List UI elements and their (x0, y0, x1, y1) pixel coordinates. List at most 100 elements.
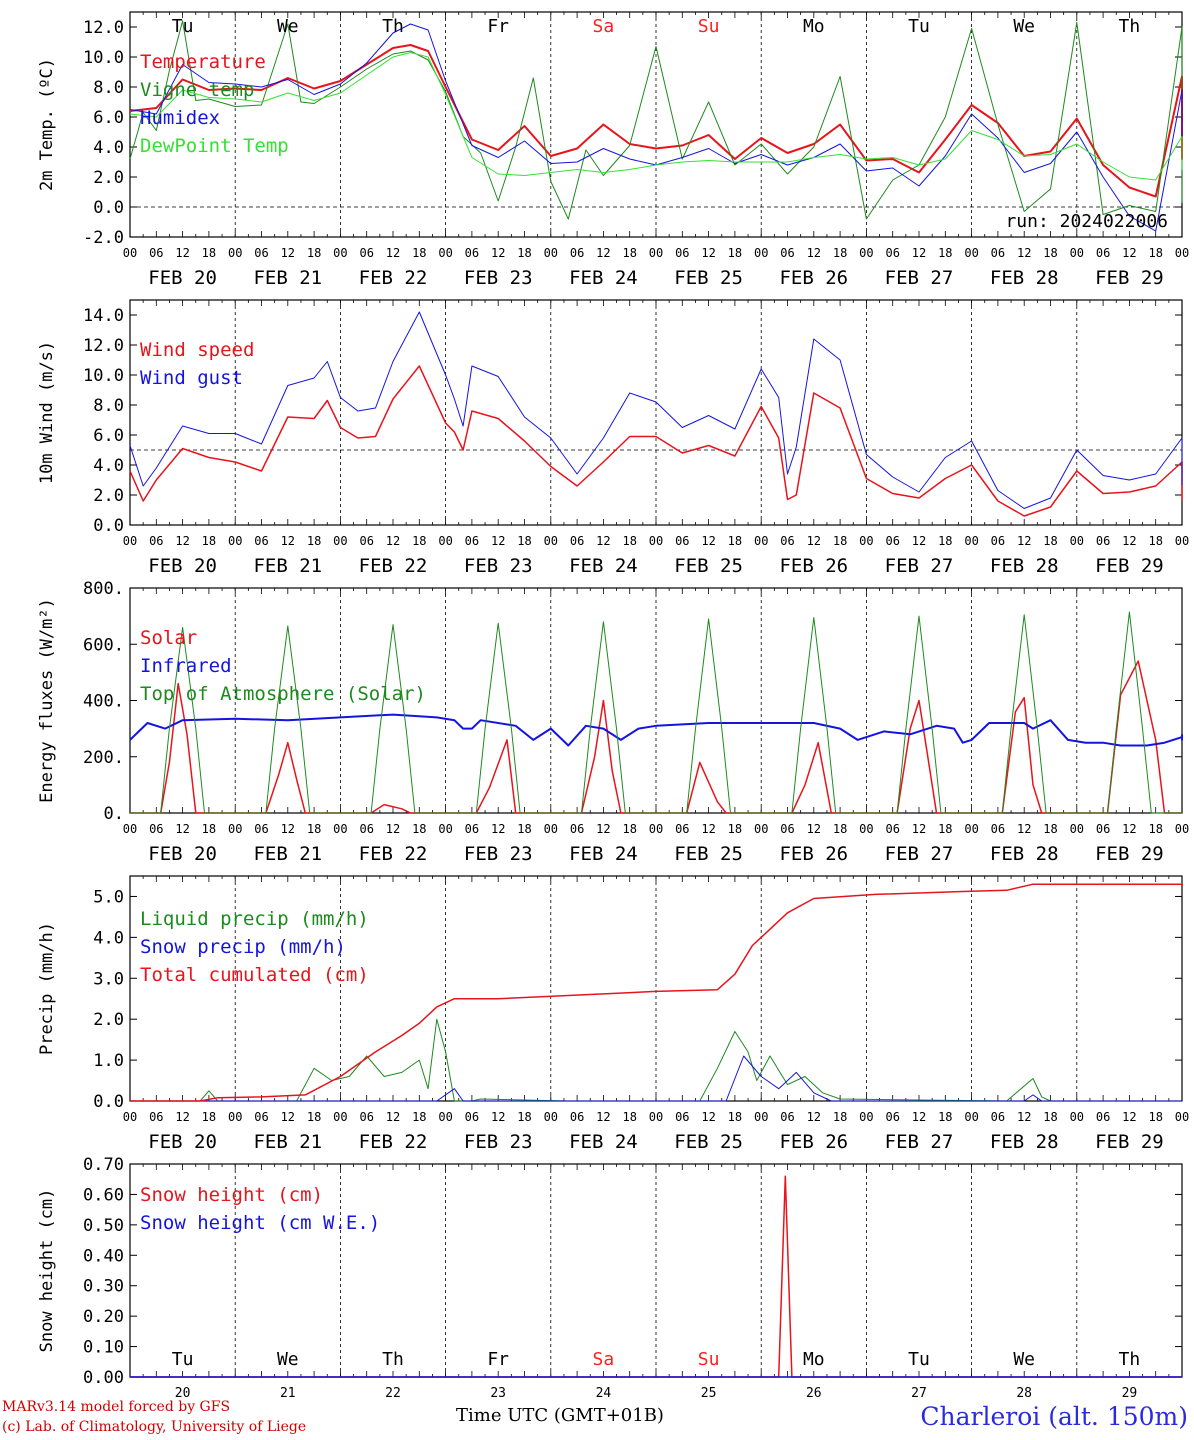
hour-tick-label: 12 (1017, 246, 1031, 260)
date-label: FEB 21 (253, 1131, 322, 1153)
series-humidex (129, 23, 1183, 232)
hour-tick-label: 06 (359, 246, 373, 260)
date-label: FEB 20 (148, 1131, 217, 1153)
hour-tick-label: 06 (149, 822, 163, 836)
hour-tick-label: 18 (1148, 534, 1162, 548)
weekday-label: Tu (908, 1349, 930, 1370)
hour-tick-label: 00 (123, 534, 137, 548)
hour-tick-label: 06 (149, 534, 163, 548)
hour-tick-label: 12 (281, 534, 295, 548)
hour-tick-label: 18 (833, 534, 847, 548)
day-of-month-label: 29 (1122, 1386, 1138, 1401)
series-infrared (129, 713, 1183, 747)
y-tick-label: 0.00 (83, 1368, 124, 1388)
hour-tick-label: 06 (254, 822, 268, 836)
hour-tick-label: 18 (1043, 534, 1057, 548)
y-tick-label: 12.0 (83, 336, 124, 356)
hour-tick-label: 12 (386, 1110, 400, 1124)
hour-tick-label: 06 (570, 822, 584, 836)
hour-tick-label: 00 (438, 1110, 452, 1124)
hour-tick-label: 18 (412, 822, 426, 836)
date-label: FEB 23 (464, 1131, 533, 1153)
y-tick-label: 5.0 (93, 887, 124, 907)
y-tick-label: 400. (83, 692, 124, 712)
hour-tick-label: 12 (912, 246, 926, 260)
hour-tick-label: 00 (1175, 1110, 1189, 1124)
hour-tick-label: 00 (333, 534, 347, 548)
hour-tick-label: 06 (675, 1110, 689, 1124)
y-tick-label: 0.30 (83, 1277, 124, 1297)
weekday-label: Tu (172, 16, 194, 37)
hour-tick-label: 00 (754, 822, 768, 836)
hour-tick-label: 18 (622, 822, 636, 836)
hour-tick-label: 12 (175, 534, 189, 548)
legend-entry: Infrared (140, 655, 232, 677)
date-label: FEB 24 (569, 843, 638, 865)
hour-tick-label: 18 (517, 534, 531, 548)
y-axis-title: 2m Temp. (ºC) (37, 58, 57, 191)
date-label: FEB 23 (464, 267, 533, 289)
hour-tick-label: 12 (175, 246, 189, 260)
weekday-label: Sa (593, 16, 615, 37)
hour-tick-label: 12 (701, 822, 715, 836)
hour-tick-label: 18 (412, 1110, 426, 1124)
date-label: FEB 29 (1095, 1131, 1164, 1153)
series-wind-speed (129, 365, 1183, 517)
hour-tick-label: 00 (333, 822, 347, 836)
hour-tick-label: 00 (228, 534, 242, 548)
hour-tick-label: 18 (202, 534, 216, 548)
weekday-label: Th (1119, 1349, 1141, 1370)
y-tick-label: 0.40 (83, 1246, 124, 1266)
date-label: FEB 27 (885, 555, 954, 577)
date-label: FEB 29 (1095, 843, 1164, 865)
legend-entry: Wind gust (140, 367, 243, 389)
hour-tick-label: 18 (202, 822, 216, 836)
hour-tick-label: 00 (859, 1110, 873, 1124)
hour-tick-label: 00 (754, 1110, 768, 1124)
weekday-label: Fr (487, 1349, 509, 1370)
hour-tick-label: 12 (596, 246, 610, 260)
weekday-label: We (1013, 1349, 1035, 1370)
series-top-of-atmosphere-solar- (130, 611, 1182, 814)
hour-tick-label: 18 (202, 246, 216, 260)
hour-tick-label: 12 (491, 246, 505, 260)
hour-tick-label: 00 (649, 534, 663, 548)
series-wind-gust (129, 311, 1183, 509)
hour-tick-label: 06 (359, 534, 373, 548)
hour-tick-label: 18 (833, 822, 847, 836)
hour-tick-label: 18 (938, 1110, 952, 1124)
hour-tick-label: 12 (912, 822, 926, 836)
hour-tick-label: 06 (465, 822, 479, 836)
y-tick-label: 0.0 (93, 198, 124, 218)
hour-tick-label: 12 (807, 246, 821, 260)
hour-tick-label: 00 (333, 1110, 347, 1124)
panel-precip (129, 875, 1183, 1102)
y-tick-label: 0.20 (83, 1307, 124, 1327)
y-tick-label: -2.0 (83, 228, 124, 248)
hour-tick-label: 18 (938, 246, 952, 260)
legend-entry: Humidex (140, 107, 220, 129)
y-tick-label: 2.0 (93, 168, 124, 188)
hour-tick-label: 18 (412, 246, 426, 260)
hour-tick-label: 06 (1096, 246, 1110, 260)
hour-tick-label: 06 (991, 246, 1005, 260)
hour-tick-label: 06 (675, 822, 689, 836)
weekday-label: Tu (172, 1349, 194, 1370)
hour-tick-label: 18 (622, 246, 636, 260)
date-label: FEB 26 (779, 1131, 848, 1153)
hour-tick-label: 00 (859, 246, 873, 260)
y-tick-label: 800. (83, 579, 124, 599)
hour-tick-label: 00 (859, 534, 873, 548)
date-label: FEB 20 (148, 843, 217, 865)
y-tick-label: 2.0 (93, 1010, 124, 1030)
hour-tick-label: 18 (307, 822, 321, 836)
hour-tick-label: 12 (807, 534, 821, 548)
hour-tick-label: 18 (1043, 822, 1057, 836)
panel-frame (129, 299, 1183, 526)
legend-entry: Total cumulated (cm) (140, 964, 369, 986)
legend-entry: Solar (140, 627, 197, 649)
weekday-label: Th (382, 16, 404, 37)
panel-wind (129, 299, 1183, 526)
hour-tick-label: 00 (649, 822, 663, 836)
